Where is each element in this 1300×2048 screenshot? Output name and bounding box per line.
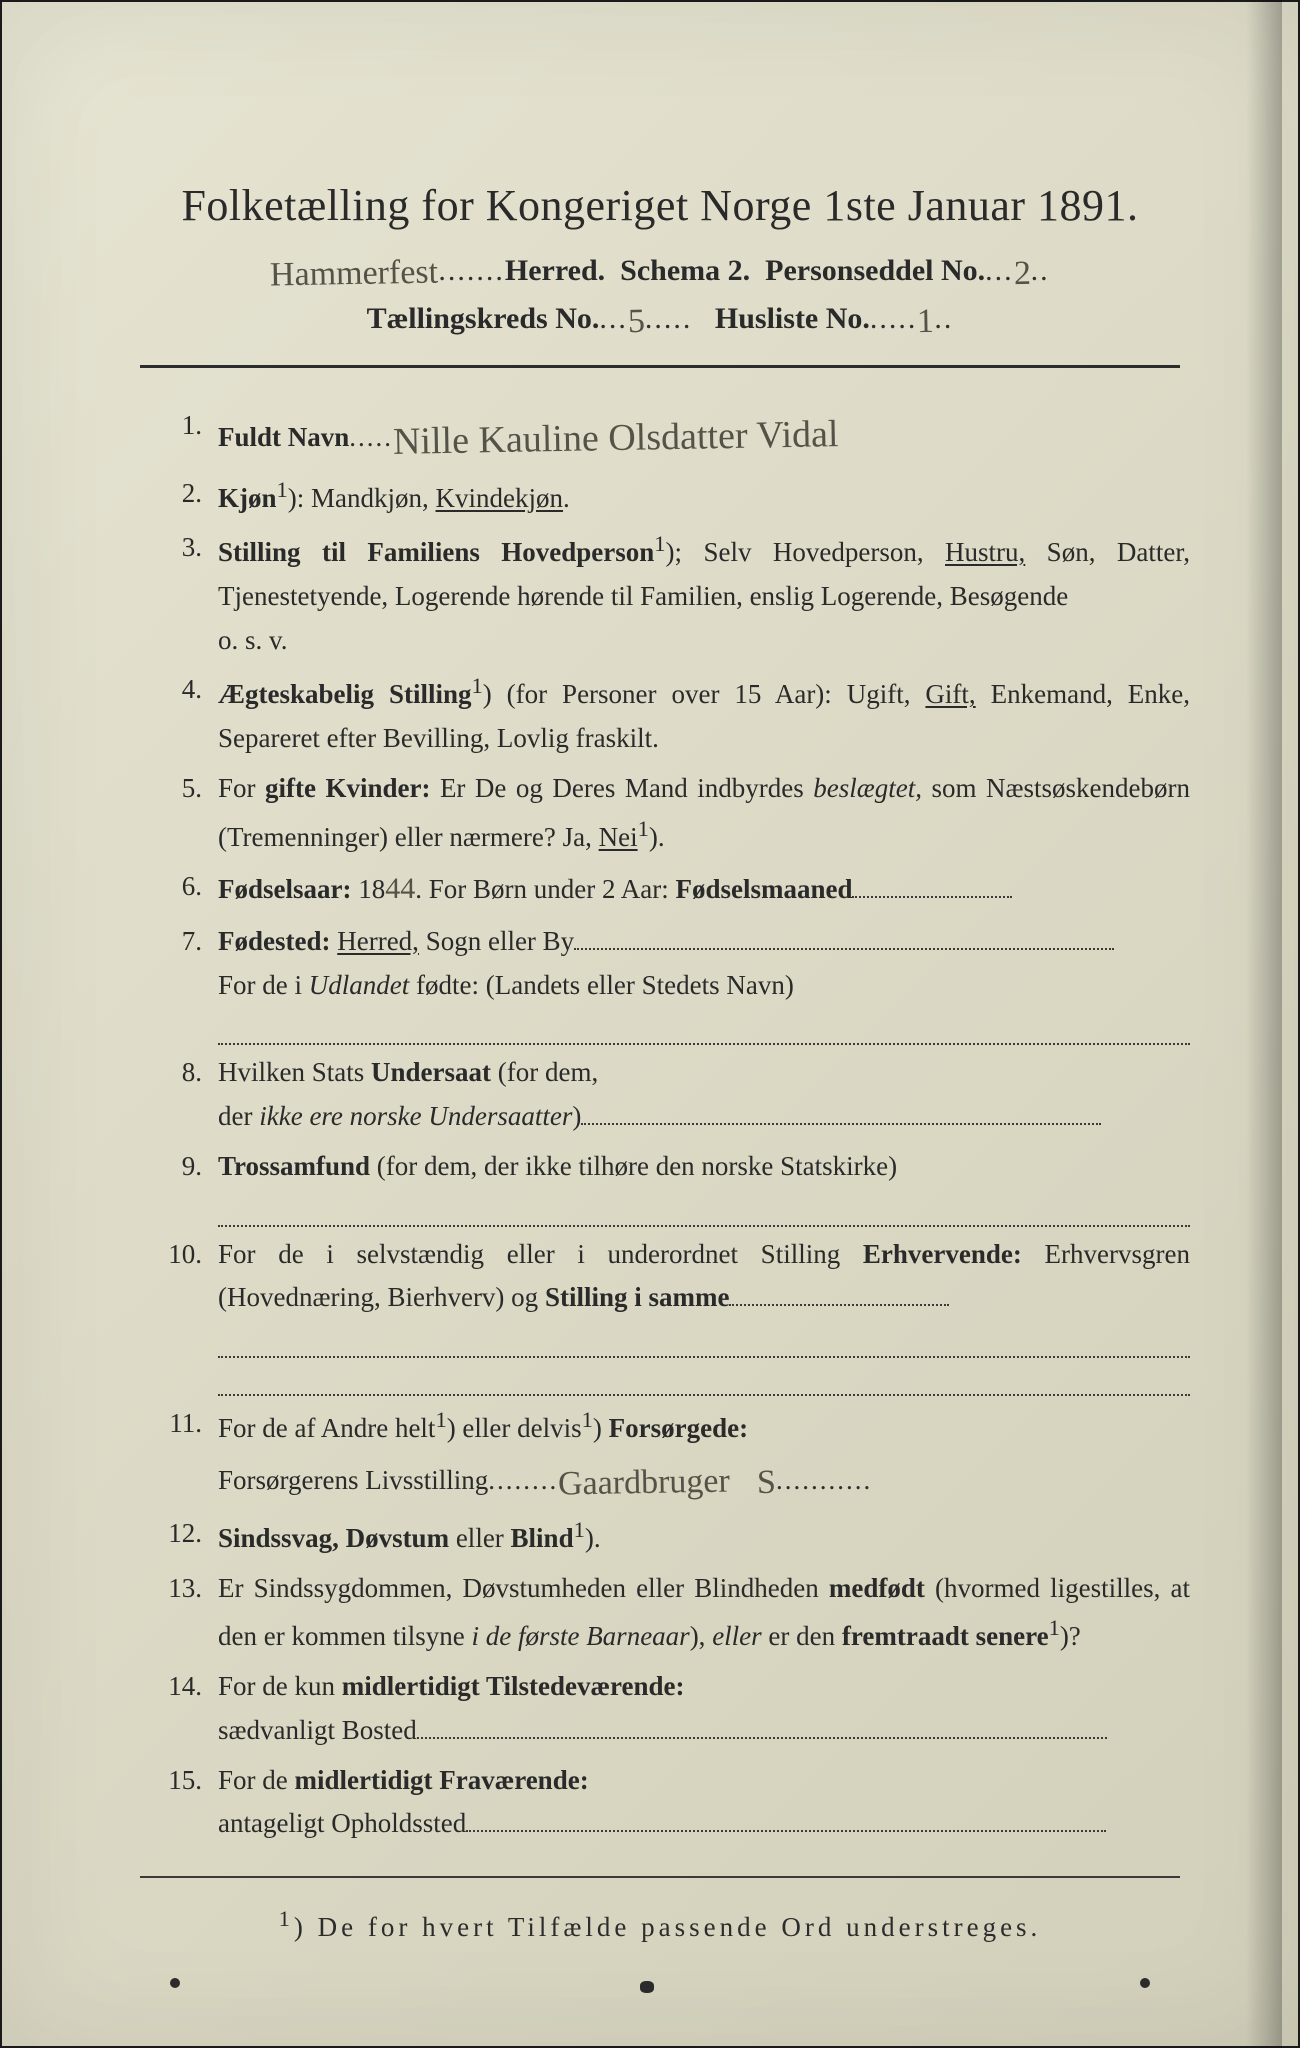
kreds-label: Tællingskreds No. bbox=[367, 302, 600, 335]
gift-underlined: Gift, bbox=[925, 679, 975, 709]
birthyear-hw: 44 bbox=[385, 872, 415, 905]
husliste-no-hw: 1 bbox=[917, 303, 935, 341]
personseddel-label: Personseddel No. bbox=[765, 254, 985, 287]
schema-label: Schema 2. bbox=[620, 254, 750, 287]
item-15: 15. For de midlertidigt Fraværende: anta… bbox=[130, 1759, 1190, 1846]
ink-spot bbox=[640, 1981, 654, 1993]
provider-mark-hw: S bbox=[757, 1455, 777, 1510]
header-line-2: Tællingskreds No....5..... Husliste No..… bbox=[130, 299, 1190, 337]
hustru-underlined: Hustru, bbox=[945, 537, 1025, 567]
form-title: Folketælling for Kongeriget Norge 1ste J… bbox=[130, 180, 1190, 231]
item-14: 14. For de kun midlertidigt Tilstedevære… bbox=[130, 1665, 1190, 1752]
ink-spot bbox=[170, 1978, 180, 1988]
ink-spot bbox=[1140, 1978, 1150, 1988]
item-7: 7. Fødested: Herred, Sogn eller By For d… bbox=[130, 920, 1190, 1045]
name-handwritten: Nille Kauline Olsdatter Vidal bbox=[393, 404, 840, 473]
kreds-no-hw: 5 bbox=[628, 303, 646, 341]
item-13: 13. Er Sindssygdommen, Døvstumheden elle… bbox=[130, 1567, 1190, 1659]
dotted-fill bbox=[852, 869, 1012, 898]
footnote: 1) De for hvert Tilfælde passende Ord un… bbox=[130, 1906, 1190, 1943]
kvindekjon-underlined: Kvindekjøn bbox=[436, 483, 564, 513]
herred-underlined: Herred, bbox=[337, 926, 419, 956]
item-11: 11. For de af Andre helt1) eller delvis1… bbox=[130, 1402, 1190, 1506]
personseddel-no-hw: 2 bbox=[1013, 255, 1031, 293]
census-form-page: Folketælling for Kongeriget Norge 1ste J… bbox=[0, 0, 1300, 2048]
item-6: 6. Fødselsaar: 1844. For Børn under 2 Aa… bbox=[130, 865, 1190, 914]
nei-underlined: Nei bbox=[599, 822, 638, 852]
husliste-label: Husliste No. bbox=[715, 302, 870, 335]
item-2: 2. Kjøn1): Mandkjøn, Kvindekjøn. bbox=[130, 472, 1190, 521]
item-9: 9. Trossamfund (for dem, der ikke tilhør… bbox=[130, 1145, 1190, 1227]
item-1: 1. Fuldt Navn.....Nille Kauline Olsdatte… bbox=[130, 404, 1190, 466]
item-4: 4. Ægteskabelig Stilling1) (for Personer… bbox=[130, 668, 1190, 760]
item-12: 12. Sindssvag, Døvstum eller Blind1). bbox=[130, 1512, 1190, 1561]
divider-bottom bbox=[140, 1876, 1180, 1878]
item-8: 8. Hvilken Stats Undersaat (for dem, der… bbox=[130, 1051, 1190, 1138]
herred-label: Herred. bbox=[505, 254, 605, 287]
herred-handwritten: Hammerfest bbox=[270, 254, 439, 295]
header-line-1: Hammerfest.......Herred. Schema 2. Perso… bbox=[130, 251, 1190, 289]
item-3: 3. Stilling til Familiens Hovedperson1);… bbox=[130, 526, 1190, 662]
label-fuldt-navn: Fuldt Navn bbox=[218, 422, 349, 452]
form-items: 1. Fuldt Navn.....Nille Kauline Olsdatte… bbox=[130, 404, 1190, 1846]
provider-occupation-hw: Gaardbruger bbox=[558, 1453, 731, 1511]
dots: ....... bbox=[438, 254, 505, 287]
item-5: 5. For gifte Kvinder: Er De og Deres Man… bbox=[130, 767, 1190, 859]
item-10: 10. For de i selvstændig eller i underor… bbox=[130, 1233, 1190, 1396]
dotted-line bbox=[218, 1013, 1190, 1045]
divider-top bbox=[140, 365, 1180, 368]
